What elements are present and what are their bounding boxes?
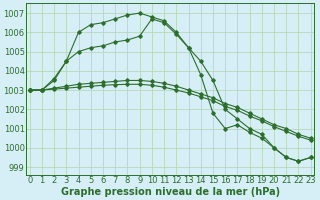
X-axis label: Graphe pression niveau de la mer (hPa): Graphe pression niveau de la mer (hPa) xyxy=(60,187,280,197)
